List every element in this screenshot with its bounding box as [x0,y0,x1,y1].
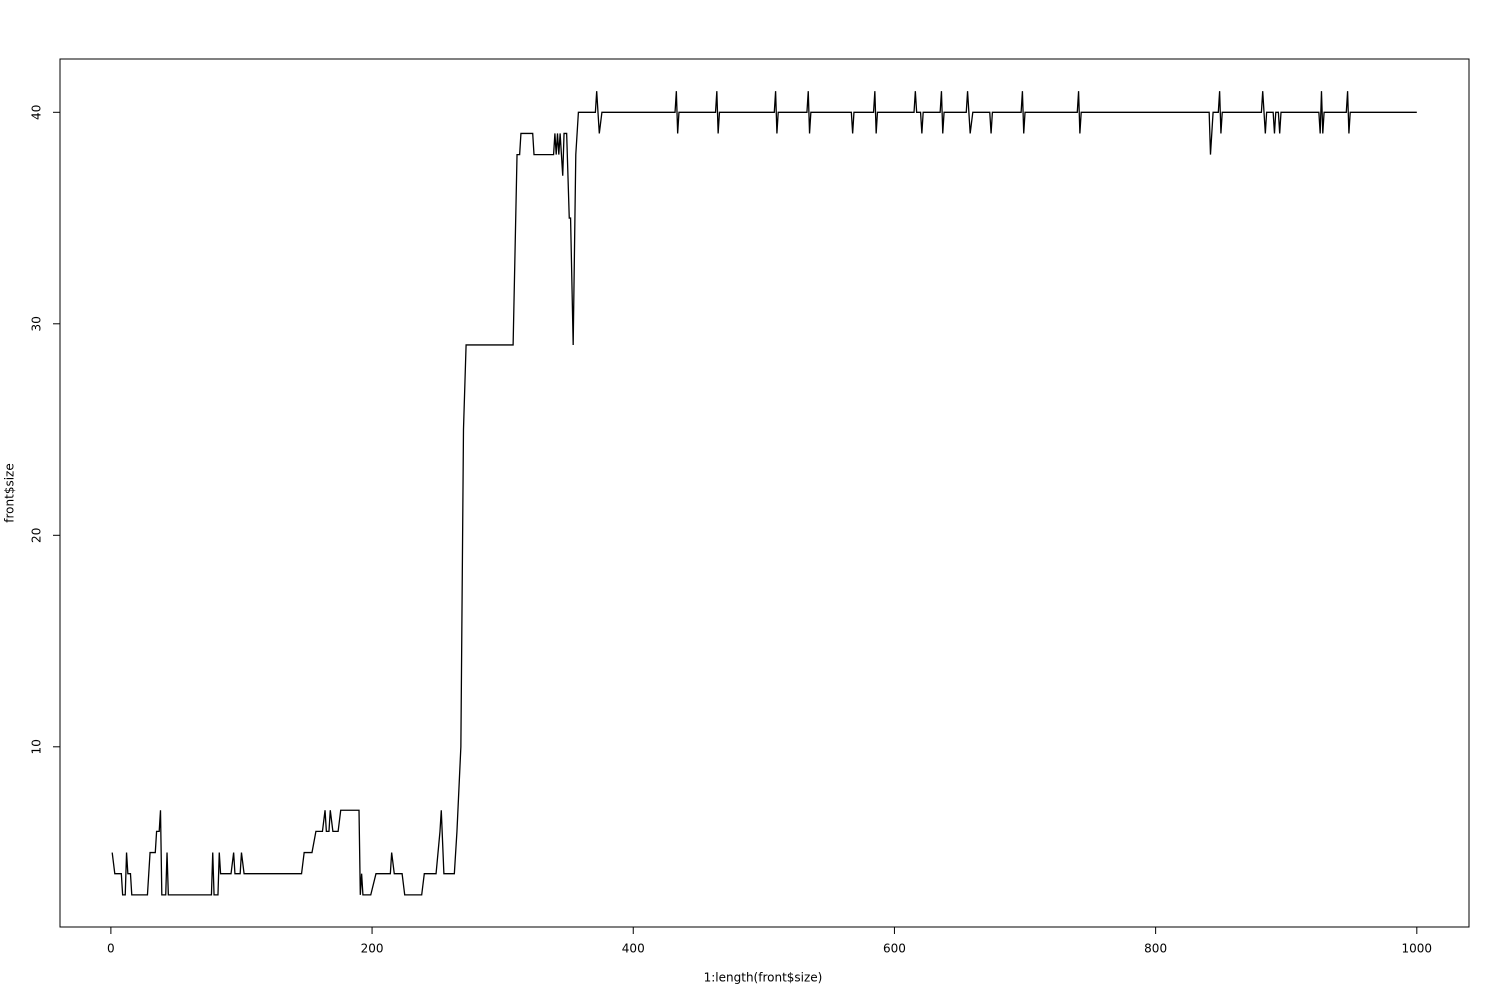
x-axis-label: 1:length(front$size) [704,971,823,985]
x-tick-label: 800 [1144,942,1167,956]
y-tick-label: 30 [30,316,44,331]
y-tick-label: 10 [30,739,44,754]
x-tick-label: 400 [622,942,645,956]
y-axis-label: front$size [3,463,17,522]
data-line [111,91,1417,896]
x-tick-label: 0 [107,942,115,956]
x-tick-label: 600 [883,942,906,956]
y-tick-label: 40 [30,105,44,120]
plot-box [59,58,1470,928]
x-tick-label: 200 [361,942,384,956]
x-tick-label: 1000 [1402,942,1433,956]
y-tick-label: 20 [30,528,44,543]
